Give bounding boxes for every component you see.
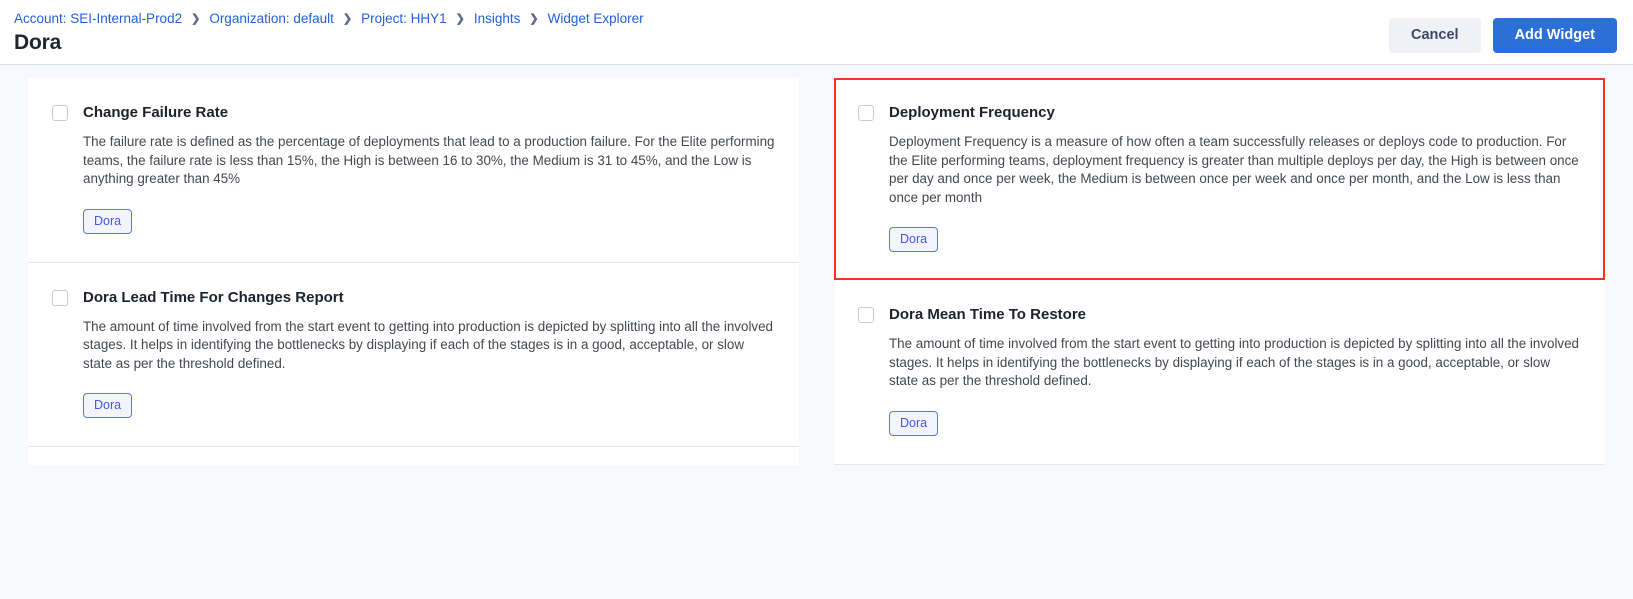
breadcrumb-item-widget-explorer[interactable]: Widget Explorer: [547, 11, 644, 26]
widget-card-title: Dora Lead Time For Changes Report: [83, 288, 344, 306]
widget-tag-dora[interactable]: Dora: [83, 208, 133, 234]
add-widget-button[interactable]: Add Widget: [1492, 18, 1617, 53]
chevron-right-icon: ❯: [455, 13, 465, 25]
widget-card-tags: Dora: [83, 208, 775, 234]
chevron-right-icon: ❯: [342, 13, 353, 25]
widget-select-checkbox[interactable]: [858, 105, 874, 121]
widget-card-description: Deployment Frequency is a measure of how…: [889, 134, 1579, 205]
widget-column-right: Deployment Frequency Deployment Frequenc…: [834, 78, 1605, 465]
widget-card-title: Change Failure Rate: [83, 104, 229, 121]
breadcrumb-item-insights[interactable]: Insights: [473, 11, 521, 26]
widget-card-title: Dora Mean Time To Restore: [889, 306, 1086, 323]
widget-tag-dora[interactable]: Dora: [83, 393, 133, 418]
page-header: Account: SEI-Internal-Prod2 ❯ Organizati…: [0, 0, 1633, 65]
widget-tag-dora[interactable]: Dora: [889, 227, 939, 252]
widget-card-header: Deployment Frequency: [858, 104, 1581, 122]
widget-card-tags: Dora: [889, 410, 1581, 436]
widget-card-tags: Dora: [889, 227, 1581, 252]
breadcrumb-item-account[interactable]: Account: SEI-Internal-Prod2: [14, 11, 183, 26]
widget-card-grid: Change Failure Rate The failure rate is …: [28, 78, 1605, 465]
widget-tag-dora[interactable]: Dora: [889, 410, 939, 436]
widget-select-checkbox[interactable]: [52, 105, 68, 121]
widget-card-header: Dora Lead Time For Changes Report: [52, 289, 775, 307]
widget-card-dora-mean-time-to-restore[interactable]: Dora Mean Time To Restore The amount of …: [834, 280, 1605, 465]
widget-card-title: Deployment Frequency: [889, 104, 1055, 121]
widget-card-tags: Dora: [83, 393, 775, 418]
chevron-right-icon: ❯: [191, 13, 201, 25]
widget-card-description: The amount of time involved from the sta…: [889, 336, 1580, 388]
breadcrumb-item-organization[interactable]: Organization: default: [209, 11, 334, 26]
widget-column-left: Change Failure Rate The failure rate is …: [28, 78, 799, 465]
header-actions: Cancel Add Widget: [1389, 18, 1617, 53]
widget-card-header: Dora Mean Time To Restore: [858, 306, 1581, 324]
widget-card-change-failure-rate[interactable]: Change Failure Rate The failure rate is …: [28, 78, 799, 263]
widget-card-description: The failure rate is defined as the perce…: [83, 134, 775, 186]
chevron-right-icon: ❯: [529, 13, 539, 25]
widget-card-description: The amount of time involved from the sta…: [83, 318, 774, 371]
widget-select-checkbox[interactable]: [858, 307, 874, 323]
breadcrumb: Account: SEI-Internal-Prod2 ❯ Organizati…: [14, 10, 644, 28]
page-title: Dora: [14, 31, 62, 54]
widget-card-deployment-frequency[interactable]: Deployment Frequency Deployment Frequenc…: [834, 78, 1605, 280]
widget-card-header: Change Failure Rate: [52, 104, 775, 122]
cancel-button[interactable]: Cancel: [1389, 18, 1481, 53]
widget-select-checkbox[interactable]: [52, 289, 68, 306]
widget-card-dora-lead-time-for-changes-report[interactable]: Dora Lead Time For Changes Report The am…: [28, 262, 799, 447]
breadcrumb-item-project[interactable]: Project: HHY1: [361, 11, 447, 26]
